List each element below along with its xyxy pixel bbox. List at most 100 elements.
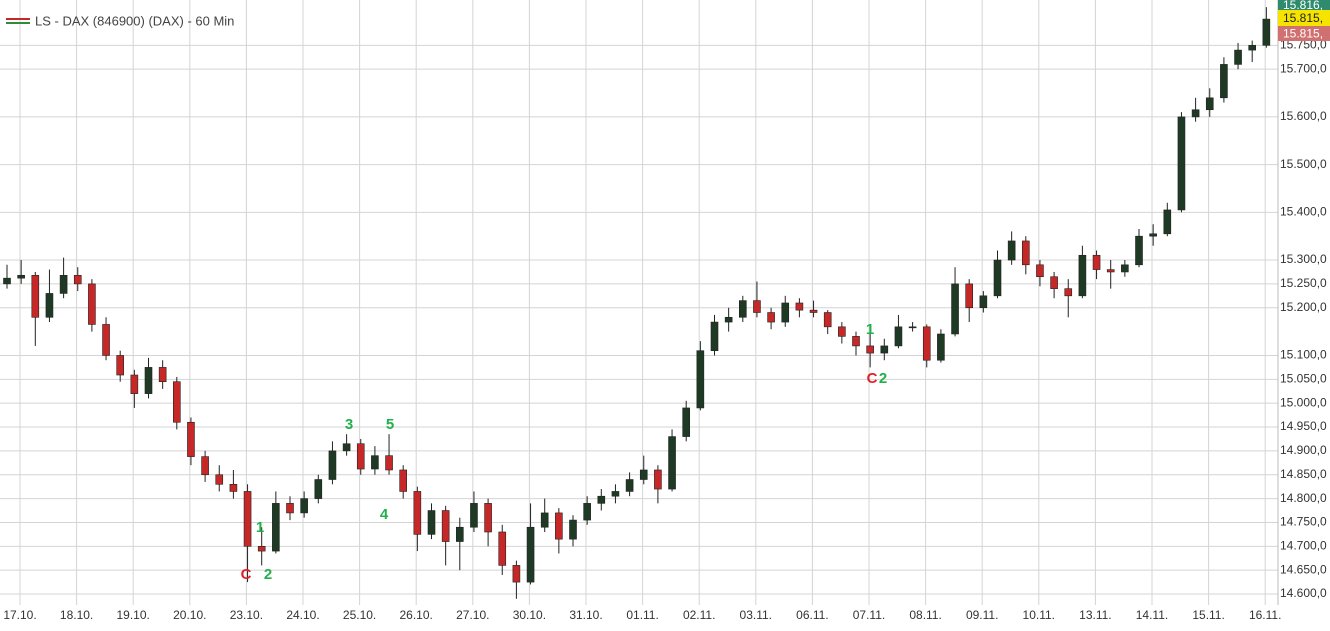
candle-body	[540, 512, 549, 528]
candle-body	[286, 503, 294, 514]
candle-body	[795, 302, 804, 311]
price-box	[1278, 26, 1330, 41]
x-tick-label: 07.11.	[853, 608, 885, 622]
price-label: 15.815,	[1283, 27, 1323, 41]
candle-body	[1191, 109, 1200, 118]
candle-body	[682, 407, 691, 437]
y-tick-label: 15.600,0	[1280, 109, 1327, 123]
candles	[3, 7, 1271, 599]
y-tick-label: 14.750,0	[1280, 515, 1327, 529]
candle-body	[484, 503, 492, 533]
candle-body	[116, 355, 124, 376]
x-tick-label: 25.10.	[343, 608, 376, 622]
candle-body	[1050, 276, 1058, 289]
candle-body	[753, 300, 761, 313]
candle-body	[45, 293, 54, 318]
x-tick-label: 06.11.	[796, 608, 828, 622]
candle-body	[908, 326, 917, 329]
candle-body	[257, 546, 266, 552]
price-box	[1278, 10, 1330, 26]
candle-body	[654, 469, 662, 490]
y-tick-label: 15.400,0	[1280, 204, 1327, 218]
candle-body	[625, 479, 634, 492]
wave-label: 2	[264, 566, 272, 583]
x-tick-label: 20.10.	[173, 608, 206, 622]
x-tick-label: 24.10.	[286, 608, 319, 622]
candle-body	[300, 498, 308, 514]
candle-body	[1007, 240, 1016, 261]
candle-body	[611, 491, 620, 497]
x-tick-label: 14.11.	[1136, 608, 1168, 622]
candle-body	[385, 455, 393, 471]
x-tick-label: 01.11.	[626, 608, 658, 622]
y-tick-label: 15.300,0	[1280, 252, 1327, 266]
x-tick-label: 30.10.	[513, 608, 546, 622]
candle-body	[1248, 45, 1256, 51]
candle-body	[413, 491, 422, 535]
candle-body	[130, 374, 139, 394]
candle-body	[1121, 264, 1129, 273]
y-tick-label: 15.000,0	[1280, 395, 1327, 409]
candle-body	[852, 336, 860, 347]
candle-body	[1234, 49, 1242, 65]
x-tick-label: 09.11.	[966, 608, 998, 622]
y-tick-label: 15.700,0	[1280, 61, 1327, 75]
price-label: 15.815,	[1283, 11, 1323, 25]
candle-body	[639, 469, 648, 480]
x-tick-label: 19.10.	[117, 608, 150, 622]
candle-body	[1149, 233, 1157, 237]
x-tick-label: 03.11.	[740, 608, 772, 622]
candle-body	[455, 526, 464, 542]
candle-body	[371, 455, 379, 470]
candle-body	[173, 381, 181, 423]
candle-body	[894, 326, 903, 347]
x-tick-label: 08.11.	[909, 608, 941, 622]
candle-body	[342, 443, 351, 452]
x-tick-label: 23.10.	[230, 608, 263, 622]
candle-body	[965, 283, 974, 309]
x-tick-label: 02.11.	[683, 608, 715, 622]
candle-body	[951, 283, 959, 335]
candle-body	[569, 519, 577, 540]
candle-body	[1036, 264, 1044, 278]
candle-body	[937, 333, 945, 361]
candle-body	[866, 345, 874, 354]
y-tick-label: 15.200,0	[1280, 300, 1327, 314]
y-tick-label: 15.250,0	[1280, 276, 1327, 290]
candle-body	[767, 312, 775, 323]
candle-body	[187, 421, 195, 457]
x-tick-label: 16.11.	[1249, 608, 1281, 622]
candle-body	[668, 436, 676, 490]
candle-body	[922, 326, 931, 361]
candle-body	[1078, 254, 1087, 297]
candle-body	[158, 367, 167, 383]
y-tick-label: 14.800,0	[1280, 491, 1327, 505]
y-tick-label: 14.900,0	[1280, 443, 1327, 457]
y-tick-label: 14.850,0	[1280, 467, 1327, 481]
wave-label: 1	[866, 321, 874, 338]
candle-body	[3, 277, 11, 285]
candle-body	[555, 512, 563, 540]
candle-body	[144, 367, 153, 394]
x-tick-label: 27.10.	[456, 608, 489, 622]
x-tick-label: 15.11.	[1192, 608, 1224, 622]
candle-body	[88, 283, 96, 325]
candle-body	[710, 321, 719, 351]
candle-body	[59, 275, 68, 294]
candle-body	[724, 316, 733, 323]
x-tick-label: 26.10.	[400, 608, 433, 622]
candle-body	[272, 503, 280, 552]
candle-body	[328, 450, 337, 480]
candle-body	[838, 326, 846, 337]
wave-label: C	[867, 370, 878, 387]
candle-body	[1262, 18, 1271, 46]
candle-body	[201, 456, 209, 476]
candle-body	[1220, 64, 1228, 99]
candle-body	[781, 302, 790, 323]
x-tick-label: 13.11.	[1079, 608, 1111, 622]
candle-body	[512, 565, 521, 583]
candle-body	[1135, 235, 1143, 266]
price-box	[1278, 0, 1330, 10]
candle-body	[215, 474, 224, 485]
